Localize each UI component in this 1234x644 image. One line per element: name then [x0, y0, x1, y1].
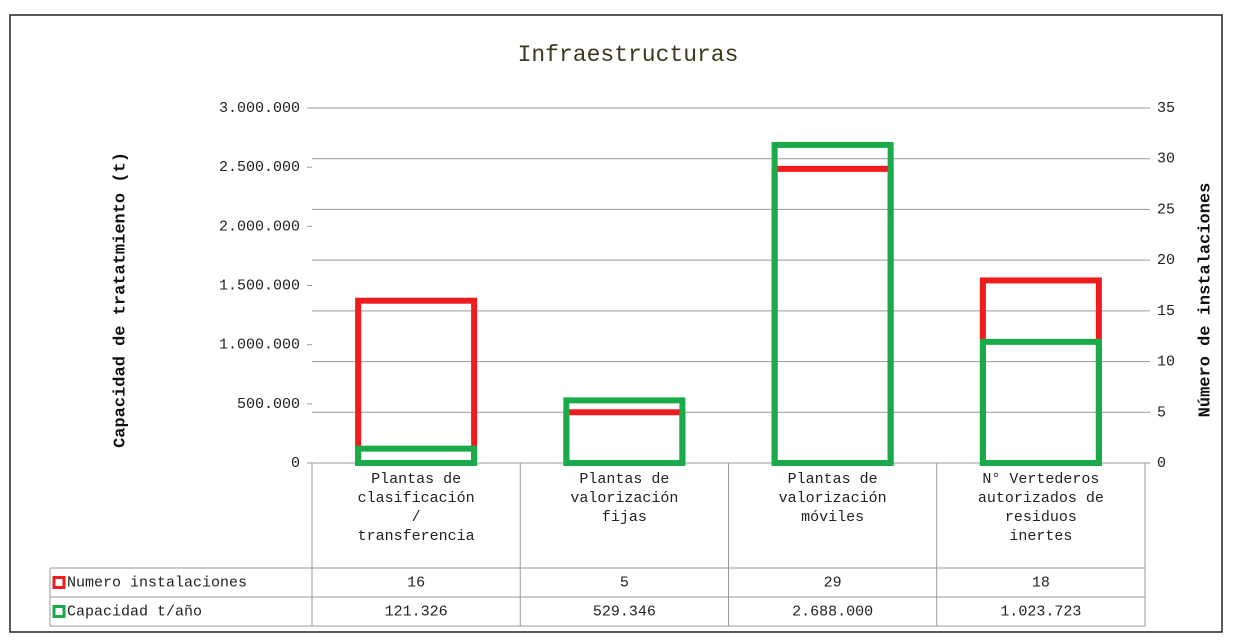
y2-tick-label: 25 — [1157, 201, 1175, 218]
x-tick-label: Plantas de valorización móviles — [779, 471, 887, 526]
legend-swatch — [52, 605, 66, 618]
y2-tick-label: 15 — [1157, 303, 1175, 320]
x-tick-label: Plantas de valorización fijas — [570, 471, 678, 526]
y2-tick-label: 10 — [1157, 354, 1175, 371]
y-tick-label: 1.500.000 — [219, 277, 300, 294]
bar — [771, 141, 894, 466]
y2-tick-label: 0 — [1157, 455, 1166, 472]
y2-tick-label: 20 — [1157, 252, 1175, 269]
y-axis-title: Capacidad de tratatmiento (t) — [111, 152, 130, 448]
legend-label: Capacidad t/año — [67, 603, 202, 620]
table-value: 121.326 — [385, 603, 448, 620]
chart-border — [9, 14, 1223, 633]
chart-title: Infraestructuras — [518, 42, 739, 68]
y-tick-label: 3.000.000 — [219, 100, 300, 117]
y-tick-label: 0 — [291, 455, 300, 472]
table-value: 529.346 — [593, 603, 656, 620]
x-tick-label: Plantas de clasificación / transferencia — [358, 471, 475, 545]
table-value: 5 — [620, 574, 629, 591]
y-tick-label: 500.000 — [237, 396, 300, 413]
legend-label: Numero instalaciones — [67, 574, 247, 591]
bar — [563, 397, 686, 466]
table-value: 2.688.000 — [792, 603, 873, 620]
y2-axis-title: Número de instalaciones — [1196, 183, 1215, 418]
table-value: 16 — [407, 574, 425, 591]
table-value: 18 — [1032, 574, 1050, 591]
y-tick-label: 1.000.000 — [219, 337, 300, 354]
table-value: 29 — [824, 574, 842, 591]
y2-tick-label: 5 — [1157, 404, 1166, 421]
y-tick-label: 2.500.000 — [219, 159, 300, 176]
y-tick-label: 2.000.000 — [219, 218, 300, 235]
table-value: 1.023.723 — [1000, 603, 1081, 620]
bar — [979, 338, 1102, 466]
x-tick-label: N° Vertederos autorizados de residuos inert… — [978, 471, 1104, 545]
legend-swatch — [52, 576, 66, 589]
y2-tick-label: 35 — [1157, 100, 1175, 117]
bar — [355, 445, 478, 467]
y2-tick-label: 30 — [1157, 151, 1175, 168]
